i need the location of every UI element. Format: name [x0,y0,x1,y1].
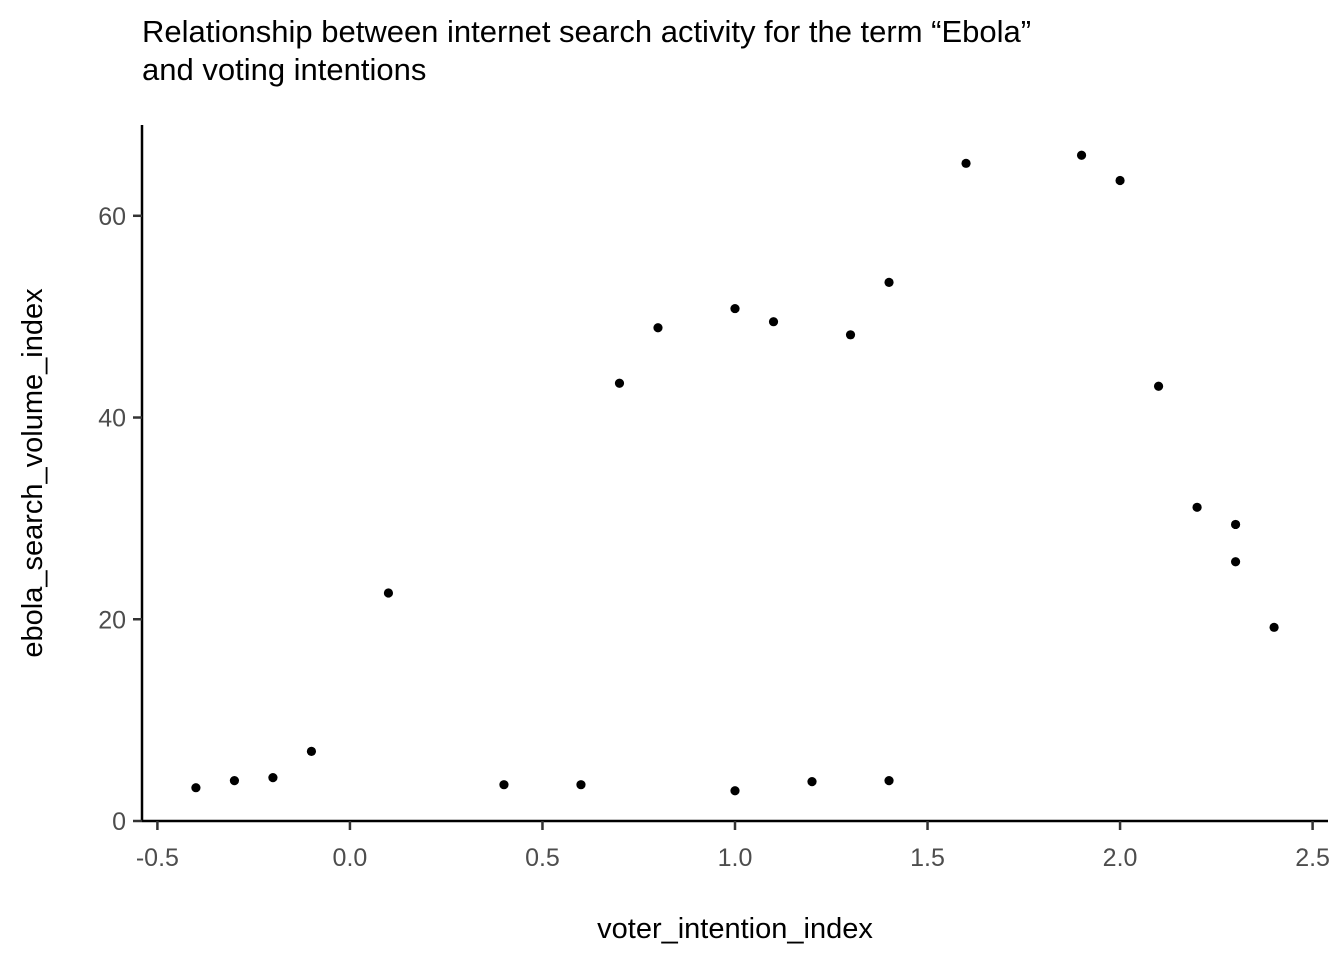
data-point-15 [884,776,894,786]
plot-area [191,150,1279,796]
data-point-11 [768,317,779,327]
y-tick-label-2: 40 [98,405,126,433]
data-point-17 [1076,150,1087,160]
chart-subtitle: and voting intentions [142,52,426,87]
data-point-12 [807,777,817,787]
y-axis-ticks: 0 20 40 60 [98,203,142,836]
data-point-2 [268,773,278,783]
data-point-23 [1269,622,1279,632]
data-point-5 [499,780,509,790]
y-tick-label-1: 20 [98,606,126,634]
y-axis-label: ebola_search_volume_index [17,288,49,658]
data-point-14 [884,277,894,287]
data-point-19 [1153,381,1164,391]
data-point-4 [383,588,394,598]
data-point-18 [1115,175,1125,186]
data-point-13 [845,330,856,340]
x-tick-label-1: 0.0 [333,844,368,872]
data-point-1 [229,776,240,786]
x-tick-label-5: 2.0 [1103,844,1138,872]
data-point-8 [653,323,663,333]
data-point-7 [614,378,625,388]
data-point-0 [191,783,201,793]
x-axis-label: voter_intention_index [597,913,873,945]
data-point-3 [306,746,317,757]
data-point-6 [576,780,586,790]
data-point-22 [1230,557,1241,567]
y-tick-label-0: 0 [112,808,126,836]
chart-title: Relationship between internet search act… [142,14,1031,49]
x-tick-label-6: 2.5 [1295,844,1330,872]
data-point-9 [730,303,740,314]
x-tick-label-3: 1.0 [718,844,753,872]
x-tick-label-2: 0.5 [525,844,560,872]
data-point-16 [961,158,971,168]
x-tick-label-0: -0.5 [136,844,179,872]
data-point-10 [730,786,740,796]
x-tick-label-4: 1.5 [910,844,945,872]
x-axis-ticks: -0.5 0.0 0.5 1.0 1.5 2.0 2.5 [136,821,1330,872]
y-tick-label-3: 60 [98,203,126,231]
data-point-21 [1230,519,1241,530]
data-point-20 [1192,502,1202,512]
